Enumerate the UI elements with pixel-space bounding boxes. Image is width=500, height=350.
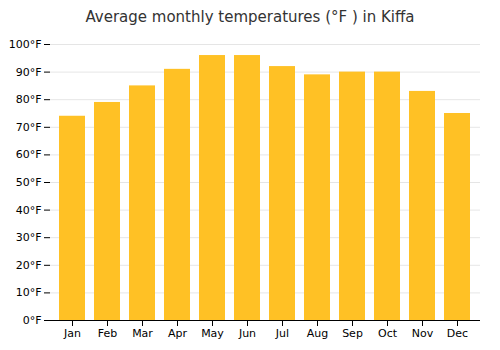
svg-text:10°F: 10°F [16,286,42,299]
svg-text:70°F: 70°F [16,121,42,134]
svg-text:60°F: 60°F [16,148,42,161]
svg-text:May: May [201,327,224,340]
svg-text:Nov: Nov [412,327,434,340]
svg-text:Mar: Mar [132,327,153,340]
svg-text:Dec: Dec [447,327,468,340]
svg-text:80°F: 80°F [16,93,42,106]
svg-text:100°F: 100°F [9,38,42,51]
svg-text:50°F: 50°F [16,176,42,189]
svg-text:Jan: Jan [63,327,81,340]
svg-text:Apr: Apr [168,327,188,340]
svg-text:Feb: Feb [98,327,117,340]
svg-text:0°F: 0°F [23,314,42,327]
html-text:Average monthly temperatures (: Average monthly temperatures (°F ) in Ki… [85,8,415,26]
svg-text:20°F: 20°F [16,259,42,272]
svg-text:30°F: 30°F [16,231,42,244]
svg-text:Jul: Jul [275,327,289,340]
svg-text:40°F: 40°F [16,204,42,217]
svg-text:Aug: Aug [307,327,328,340]
svg-text:90°F: 90°F [16,66,42,79]
svg-text:Sep: Sep [342,327,363,340]
svg-text:Jun: Jun [238,327,256,340]
svg-text:Oct: Oct [378,327,398,340]
